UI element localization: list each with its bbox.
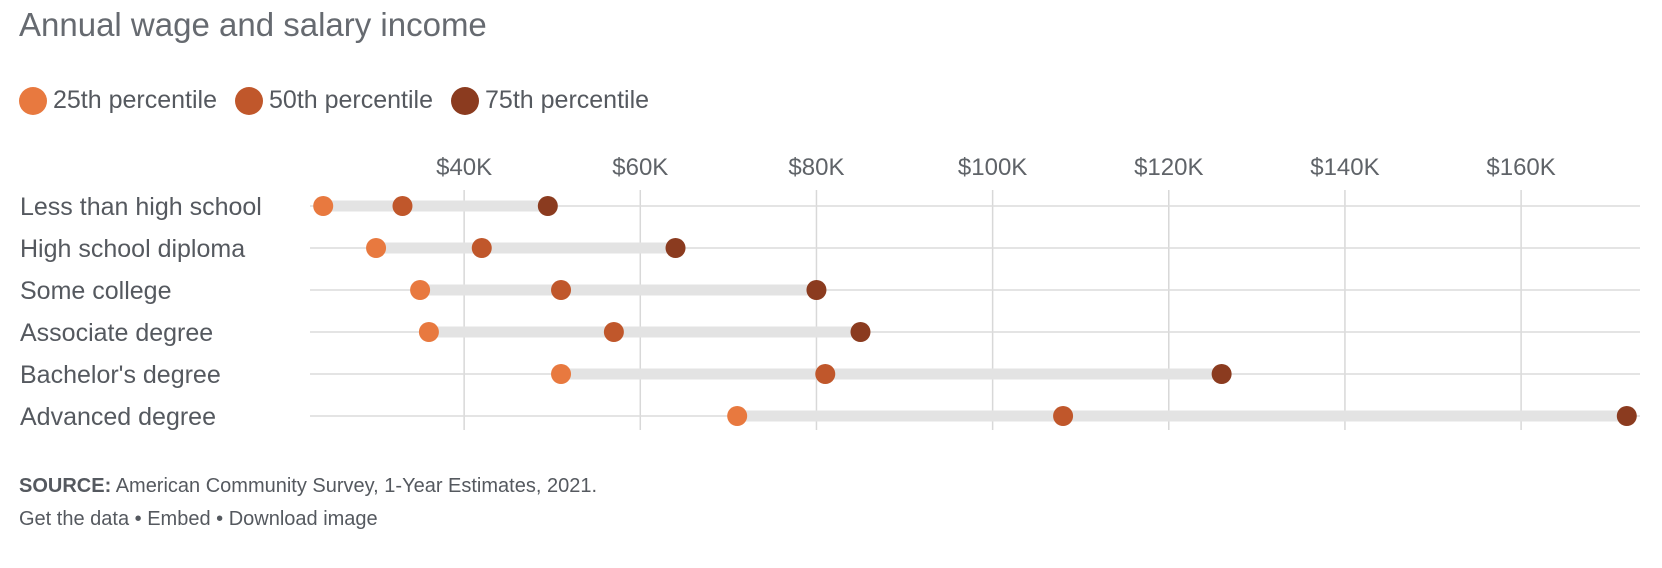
footer-links: Get the data • Embed • Download image — [19, 508, 378, 531]
dot-p75 — [1616, 406, 1637, 426]
x-tick-label: $80K — [788, 154, 844, 181]
link-separator: • — [210, 508, 229, 530]
category-label: Some college — [20, 277, 171, 305]
dot-p25 — [313, 196, 334, 216]
dot-p50 — [471, 238, 492, 258]
dot-p25 — [551, 364, 572, 384]
x-tick-label: $60K — [612, 154, 668, 181]
x-tick-label: $120K — [1134, 154, 1203, 181]
x-tick-label: $40K — [436, 154, 492, 181]
dot-p25 — [410, 280, 431, 300]
dot-p50 — [551, 280, 572, 300]
category-label: High school diploma — [20, 235, 245, 263]
category-label: Less than high school — [20, 193, 262, 221]
get-the-data-link[interactable]: Get the data — [19, 508, 130, 530]
category-label: Associate degree — [20, 319, 213, 347]
legend-swatch-50th — [235, 86, 264, 115]
dot-p75 — [665, 238, 686, 258]
link-separator: • — [129, 508, 148, 530]
dot-p75 — [1211, 364, 1232, 384]
dot-p75 — [537, 196, 558, 216]
download-image-link[interactable]: Download image — [228, 508, 378, 530]
embed-link[interactable]: Embed — [147, 508, 211, 530]
source-label: SOURCE: — [19, 475, 112, 497]
dot-p75 — [850, 322, 871, 342]
legend-label-75th: 75th percentile — [485, 86, 650, 114]
dot-p25 — [727, 406, 748, 426]
dot-p25 — [418, 322, 439, 342]
dot-p50 — [392, 196, 413, 216]
dot-p50 — [1053, 406, 1074, 426]
category-label: Bachelor's degree — [20, 361, 221, 389]
dot-range-chart: $40K $60K $80K $100K $120K $140K $160K Less tha… — [20, 154, 1640, 430]
x-tick-label: $100K — [958, 154, 1027, 181]
legend-item-25th: 25th percentile — [19, 86, 217, 115]
legend-swatch-75th — [451, 86, 480, 115]
category-label: Advanced degree — [20, 403, 216, 430]
dot-p50 — [815, 364, 836, 384]
x-tick-label: $160K — [1486, 154, 1555, 181]
legend-label-25th: 25th percentile — [53, 86, 218, 114]
legend-swatch-25th — [19, 86, 47, 115]
legend-item-50th: 50th percentile — [235, 86, 433, 115]
dot-p75 — [806, 280, 827, 300]
chart-title: Annual wage and salary income — [19, 6, 487, 43]
source-note: SOURCE: American Community Survey, 1-Yea… — [19, 475, 597, 498]
dot-p25 — [366, 238, 387, 258]
legend-label-50th: 50th percentile — [269, 86, 434, 114]
x-tick-label: $140K — [1310, 154, 1379, 181]
legend-item-75th: 75th percentile — [451, 86, 649, 115]
dot-p50 — [603, 322, 624, 342]
source-text: American Community Survey, 1-Year Estima… — [115, 475, 597, 497]
legend: 25th percentile 50th percentile 75th per… — [19, 86, 667, 115]
